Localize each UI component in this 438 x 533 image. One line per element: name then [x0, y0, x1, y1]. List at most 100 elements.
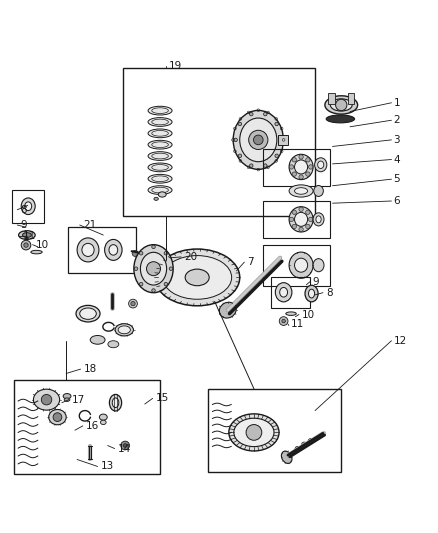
Ellipse shape	[294, 258, 307, 272]
Ellipse shape	[308, 289, 314, 298]
Ellipse shape	[155, 249, 240, 306]
Circle shape	[292, 210, 297, 214]
Circle shape	[275, 122, 279, 126]
Ellipse shape	[115, 324, 134, 336]
Ellipse shape	[294, 188, 307, 194]
Bar	[348, 93, 354, 103]
Circle shape	[134, 267, 138, 270]
Ellipse shape	[294, 212, 307, 227]
Text: 15: 15	[155, 393, 169, 403]
Ellipse shape	[233, 110, 283, 169]
Circle shape	[131, 302, 135, 306]
Ellipse shape	[109, 245, 118, 255]
Text: 10: 10	[302, 310, 315, 319]
Ellipse shape	[185, 269, 209, 286]
Circle shape	[292, 224, 297, 229]
Text: 4: 4	[394, 155, 400, 165]
Text: 5: 5	[394, 174, 400, 184]
Circle shape	[264, 112, 267, 116]
Text: 14: 14	[118, 443, 131, 454]
Ellipse shape	[240, 118, 277, 161]
Circle shape	[238, 154, 242, 158]
Bar	[271, 277, 310, 308]
Ellipse shape	[141, 252, 166, 285]
Ellipse shape	[108, 341, 119, 348]
Ellipse shape	[305, 285, 318, 302]
Circle shape	[129, 299, 138, 308]
Circle shape	[279, 138, 283, 142]
Text: 10: 10	[35, 240, 49, 249]
Circle shape	[336, 99, 347, 111]
Text: 11: 11	[291, 319, 304, 329]
Circle shape	[306, 172, 310, 176]
Ellipse shape	[286, 312, 296, 316]
Ellipse shape	[289, 252, 313, 278]
Ellipse shape	[64, 398, 70, 401]
Ellipse shape	[219, 302, 236, 318]
Circle shape	[289, 165, 293, 169]
Text: 9: 9	[20, 220, 27, 230]
Text: 18: 18	[84, 364, 97, 374]
Circle shape	[299, 175, 303, 179]
Circle shape	[121, 441, 130, 450]
Ellipse shape	[289, 185, 313, 197]
Ellipse shape	[313, 213, 324, 226]
Text: 6: 6	[394, 196, 400, 206]
Circle shape	[249, 130, 268, 149]
Circle shape	[250, 112, 253, 116]
Text: 2: 2	[394, 115, 400, 125]
Circle shape	[246, 425, 262, 440]
Circle shape	[308, 439, 313, 444]
Text: 7: 7	[247, 257, 254, 267]
Ellipse shape	[22, 233, 31, 238]
Bar	[278, 135, 288, 145]
Text: 3: 3	[394, 135, 400, 145]
Circle shape	[238, 122, 242, 126]
Ellipse shape	[289, 154, 313, 180]
Ellipse shape	[313, 259, 324, 272]
Circle shape	[299, 207, 303, 212]
Ellipse shape	[77, 238, 99, 262]
Circle shape	[53, 413, 62, 422]
Ellipse shape	[118, 326, 131, 334]
Ellipse shape	[33, 389, 60, 410]
Circle shape	[152, 245, 155, 248]
Circle shape	[289, 217, 293, 222]
Circle shape	[41, 394, 52, 405]
Circle shape	[282, 319, 286, 323]
Text: 1: 1	[394, 98, 400, 108]
Circle shape	[295, 446, 300, 451]
Ellipse shape	[90, 335, 105, 344]
Circle shape	[139, 252, 143, 255]
Text: 21: 21	[83, 220, 96, 230]
Bar	[328, 93, 335, 103]
Circle shape	[292, 172, 297, 176]
Text: 8: 8	[20, 205, 27, 215]
Ellipse shape	[82, 244, 94, 256]
Ellipse shape	[18, 231, 35, 239]
Ellipse shape	[326, 115, 355, 123]
Text: 16: 16	[86, 421, 99, 431]
Bar	[263, 245, 330, 286]
Ellipse shape	[294, 160, 307, 174]
Ellipse shape	[21, 198, 35, 215]
Ellipse shape	[318, 161, 324, 168]
Ellipse shape	[234, 418, 274, 447]
Bar	[123, 68, 315, 216]
Ellipse shape	[63, 393, 71, 399]
Circle shape	[275, 154, 279, 158]
Ellipse shape	[316, 216, 321, 223]
Circle shape	[164, 252, 168, 255]
Ellipse shape	[314, 185, 323, 197]
Ellipse shape	[325, 96, 357, 114]
Ellipse shape	[314, 158, 327, 172]
Circle shape	[139, 282, 143, 286]
Circle shape	[24, 243, 28, 247]
Circle shape	[279, 317, 288, 326]
Circle shape	[132, 251, 138, 256]
Circle shape	[292, 158, 297, 162]
Ellipse shape	[76, 305, 100, 322]
Ellipse shape	[148, 106, 172, 115]
Circle shape	[147, 262, 160, 276]
Text: 11: 11	[22, 231, 36, 241]
